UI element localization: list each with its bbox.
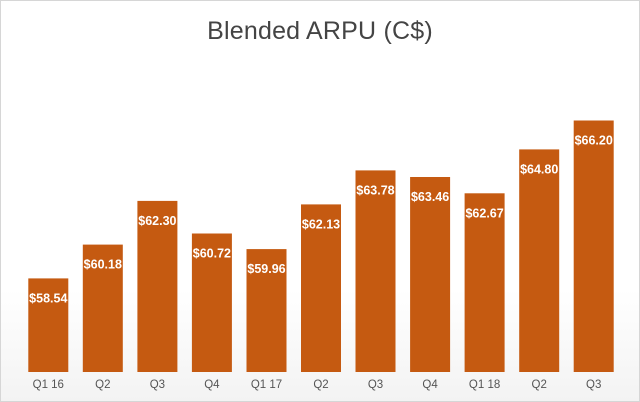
- x-tick-label: Q1 18: [469, 379, 500, 391]
- chart-title: Blended ARPU (C$): [207, 17, 433, 45]
- x-tick-label: Q2: [95, 379, 110, 391]
- x-tick-label: Q1 17: [251, 379, 282, 391]
- x-tick-label: Q3: [368, 379, 383, 391]
- data-label: $59.96: [247, 262, 285, 276]
- bar: [410, 177, 451, 372]
- data-label: $62.67: [465, 206, 503, 220]
- bar: [246, 249, 287, 372]
- x-tick-label: Q3: [586, 379, 601, 391]
- x-tick-label: Q4: [204, 379, 220, 391]
- data-label: $63.46: [411, 190, 449, 204]
- data-label: $58.54: [29, 291, 67, 305]
- data-label: $60.72: [193, 247, 231, 261]
- x-tick-label: Q3: [150, 379, 165, 391]
- bar: [137, 200, 178, 372]
- data-label: $62.30: [138, 214, 176, 228]
- bar: [464, 193, 505, 372]
- x-tick-label: Q1 16: [33, 379, 64, 391]
- bar: [573, 120, 614, 372]
- bar: [28, 278, 69, 372]
- data-label: $63.78: [356, 183, 394, 197]
- x-tick-label: Q4: [422, 379, 438, 391]
- data-label: $64.80: [520, 162, 558, 176]
- data-label: $62.13: [302, 217, 340, 231]
- bar: [82, 244, 123, 372]
- bar: [519, 149, 560, 372]
- x-tick-label: Q2: [532, 379, 547, 391]
- bar: [191, 233, 232, 372]
- x-tick-label: Q2: [313, 379, 328, 391]
- data-label: $66.20: [575, 134, 613, 148]
- data-label: $60.18: [84, 258, 122, 272]
- bar: [355, 170, 396, 372]
- bar: [301, 204, 341, 372]
